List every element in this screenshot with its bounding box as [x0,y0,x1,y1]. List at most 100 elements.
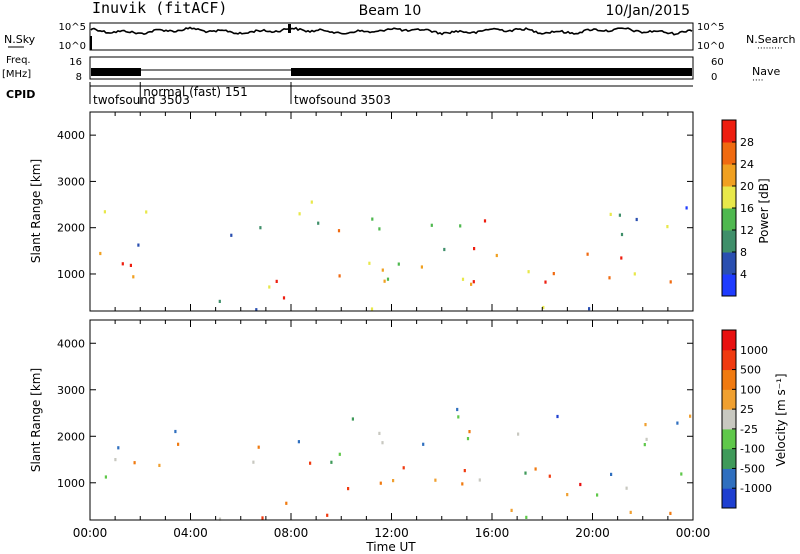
range-gate-cell [275,279,278,283]
range-gate-cell [680,472,683,476]
search-axis-bottom: 10^0 [697,41,724,52]
x-axis-label: Time UT [365,540,416,554]
range-gate-cell [371,217,374,221]
freq-band-2 [291,68,692,76]
range-gate-cell [510,508,513,512]
colorbar-swatch [722,369,736,390]
colorbar-swatch [722,428,736,450]
range-gate-cell [633,272,636,276]
colorbar-swatch [722,488,736,509]
svg-text:····: ···· [752,76,763,86]
range-gate-cell [317,221,320,225]
range-gate-cell [337,229,341,233]
range-gate-cell [255,308,258,312]
range-gate-cell [645,437,648,441]
range-gate-cell [620,256,623,260]
colorbar-swatch [722,274,736,297]
y-tick-label: 2000 [57,222,85,235]
range-gate-cell [524,471,527,475]
range-gate-cell [478,478,481,482]
colorbar-swatch [722,142,736,165]
power-cbar-tick: 4 [740,268,747,281]
range-gate-cell [347,487,350,491]
range-gate-cell [252,460,255,464]
sky-noise-panel: 10^5 10^0 10^5 10^0 [59,22,725,52]
range-gate-cell [517,432,520,436]
svg-text:·········: ········· [757,44,783,54]
range-gate-cell [402,466,405,470]
x-tick-label: 04:00 [173,526,208,540]
colorbar-swatch [722,164,736,187]
power-colorbar: 4 8 12 16 20 24 28 [721,119,754,297]
range-gate-cell [586,252,589,256]
y-tick-label: 3000 [57,175,85,188]
range-gate-cell [542,305,545,310]
velocity-data [104,407,692,521]
range-gate-cell [620,232,624,237]
range-gate-cell [644,423,647,427]
range-gate-cell [669,511,672,515]
power-cbar-tick: 16 [740,202,754,215]
range-gate-cell [609,212,612,216]
x-tick-label: 12:00 [374,526,409,540]
freq-axis-bottom: 8 [76,72,82,83]
range-gate-cell [579,482,582,487]
power-cbar-tick: 12 [740,224,754,237]
freq-axis-top: 16 [69,57,82,68]
range-gate-cell [434,478,437,482]
range-gate-cell [378,227,381,231]
power-cbar-tick: 8 [740,246,747,259]
range-gate-cell [610,472,613,476]
power-data [99,200,688,312]
range-gate-cell [527,270,530,274]
range-gate-cell [285,501,288,505]
range-gate-cell [177,442,180,446]
range-gate-cell [218,517,222,521]
power-cbar-tick: 24 [740,158,754,171]
x-tick-label: 08:00 [274,526,309,540]
velocity-cbar-tick: -25 [740,423,758,436]
range-gate-cell [461,277,465,281]
range-gate-cell [669,280,672,284]
range-gate-cell [635,217,638,222]
range-gate-cell [552,272,555,276]
velocity-ylabel: Slant Range [km] [29,368,43,472]
range-gate-cell [338,274,341,278]
range-gate-cell [218,299,221,303]
colorbar-swatch [722,389,736,410]
range-gate-cell [99,251,102,256]
range-gate-cell [257,445,260,449]
range-gate-cell [422,442,425,446]
range-gate-cell [608,276,611,280]
range-gate-cell [666,225,669,229]
velocity-cbar-tick: 25 [740,403,754,416]
sky-axis-bottom: 10^0 [59,41,86,52]
power-cbar-label: Power [dB] [757,178,771,243]
range-gate-cell [121,262,124,266]
range-gate-cell [473,247,476,251]
range-gate-cell [618,213,621,217]
range-gate-cell [544,280,547,284]
range-gate-cell [117,446,120,450]
colorbar-swatch [722,208,736,231]
range-gate-cell [381,268,384,272]
nave-axis-top: 60 [711,57,724,68]
range-gate-cell [457,415,460,419]
range-gate-cell [351,417,354,421]
range-gate-cell [381,441,384,445]
range-gate-cell [548,474,551,478]
search-axis-top: 10^5 [697,22,724,33]
range-gate-cell [456,407,459,412]
freq-band-1 [91,68,141,76]
cpid-segment-label: twofsound 3503 [93,93,190,107]
colorbar-swatch [722,120,736,143]
range-gate-cell [133,461,136,465]
range-gate-cell [145,210,148,214]
colorbar-swatch [722,252,736,275]
range-gate-cell [132,275,135,279]
colorbar-swatch [722,349,736,371]
range-gate-cell [556,414,559,419]
nsearch-label: N.Search [746,33,796,46]
